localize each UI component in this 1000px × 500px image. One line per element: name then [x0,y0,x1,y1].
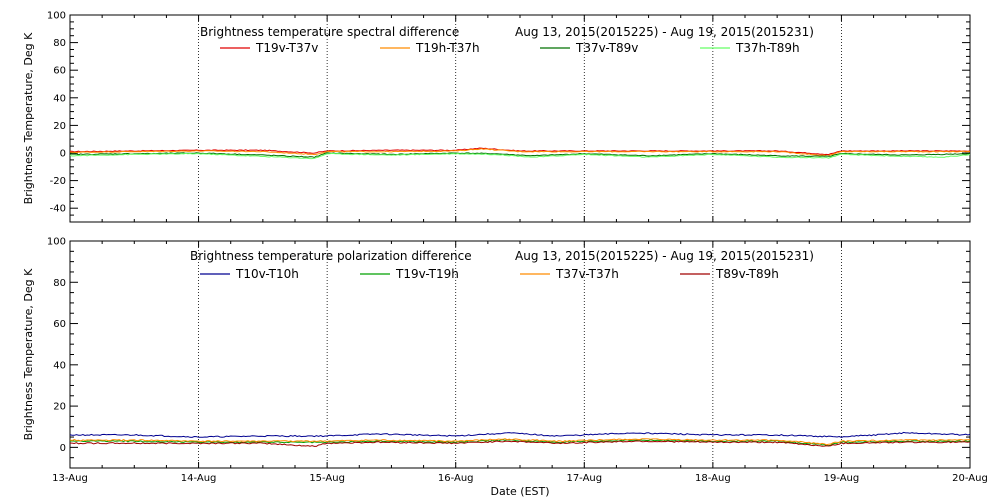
date-range: Aug 13, 2015(2015225) - Aug 19, 2015(201… [515,249,814,263]
x-tick-label: 16-Aug [438,473,474,484]
x-tick-label: 14-Aug [181,473,217,484]
y-tick-label: 20 [53,121,66,132]
x-tick-label: 20-Aug [952,473,988,484]
y-tick-label: 80 [53,278,66,289]
legend-label: T89v-T89h [715,267,779,281]
y-axis-title: Brightness Temperature, Deg K [22,268,35,440]
legend-label: T10v-T10h [235,267,299,281]
y-tick-label: -40 [50,204,66,215]
y-tick-label: 60 [53,66,66,77]
x-tick-label: 17-Aug [566,473,602,484]
legend-label: T37v-T37h [555,267,619,281]
series-line-t37h-t89h [69,152,971,160]
legend-label: T19h-T37h [415,41,480,55]
x-axis-title: Date (EST) [490,485,549,498]
legend-label: T19v-T37v [255,41,318,55]
legend-label: T37v-T89v [575,41,638,55]
series-line-t37v-t37h [69,438,971,446]
legend-label: T19v-T19h [395,267,459,281]
y-axis-title: Brightness Temperature, Deg K [22,32,35,204]
y-tick-label: 40 [53,93,66,104]
series-line-t89v-t89h [69,440,971,447]
panel-title: Brightness temperature polarization diff… [190,249,472,263]
y-tick-label: 80 [53,38,66,49]
y-tick-label: 40 [53,360,66,371]
y-tick-label: 60 [53,319,66,330]
y-tick-label: 100 [47,237,66,248]
y-tick-label: 0 [60,149,66,160]
y-tick-label: 20 [53,402,66,413]
x-tick-label: 19-Aug [824,473,860,484]
series-line-t19h-t37h [69,148,971,157]
plot-frame-1 [69,14,971,223]
series-line-t10v-t10h [69,431,971,438]
y-tick-label: 0 [60,443,66,454]
y-tick-label: -20 [50,176,66,187]
x-tick-label: 18-Aug [695,473,731,484]
x-tick-label: 15-Aug [309,473,345,484]
series-line-t37v-t89v [69,152,971,159]
date-range: Aug 13, 2015(2015225) - Aug 19, 2015(201… [515,25,814,39]
x-tick-label: 13-Aug [52,473,88,484]
panel-title: Brightness temperature spectral differen… [200,25,459,39]
legend-label: T37h-T89h [735,41,800,55]
y-tick-label: 100 [47,11,66,22]
